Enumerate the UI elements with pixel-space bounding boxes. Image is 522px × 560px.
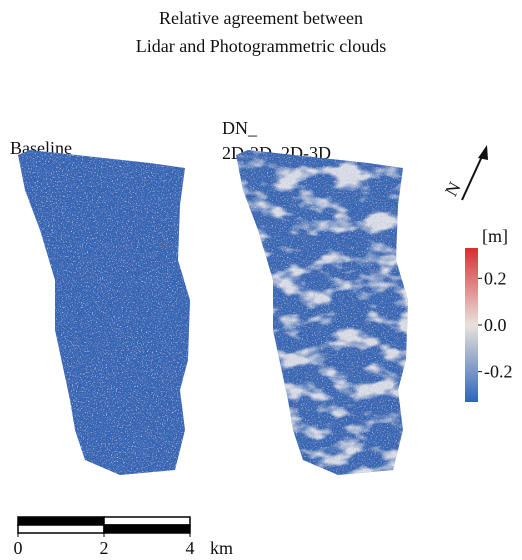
- north-label: N: [441, 178, 465, 199]
- scale-bar: 0 2 4 km: [14, 517, 234, 558]
- panel-label: DN_: [222, 118, 258, 138]
- scale-tick-label: 4: [186, 538, 195, 558]
- title: Lidar and Photogrammetric clouds: [136, 36, 386, 56]
- north-arrow: N: [441, 145, 488, 200]
- point-cloud: [0, 140, 210, 485]
- colorbar: [m] 0.2 0.0 -0.2: [465, 226, 513, 402]
- figure: Relative agreement between Lidar and Pho…: [0, 0, 522, 560]
- scale-unit: km: [210, 538, 233, 558]
- scale-tick-label: 2: [100, 538, 109, 558]
- scale-tick-label: 0: [14, 538, 23, 558]
- scale-segment: [104, 517, 190, 525]
- colorbar-tick-label: -0.2: [484, 362, 513, 382]
- scale-segment: [18, 517, 104, 525]
- colorbar-label: [m]: [482, 226, 508, 246]
- scale-segment: [18, 525, 104, 533]
- colorbar-tick-label: 0.2: [484, 268, 507, 288]
- colorbar-tick-label: 0.0: [484, 315, 507, 335]
- scale-segment: [104, 525, 190, 533]
- point-cloud: [218, 140, 428, 485]
- title: Relative agreement between: [159, 8, 363, 28]
